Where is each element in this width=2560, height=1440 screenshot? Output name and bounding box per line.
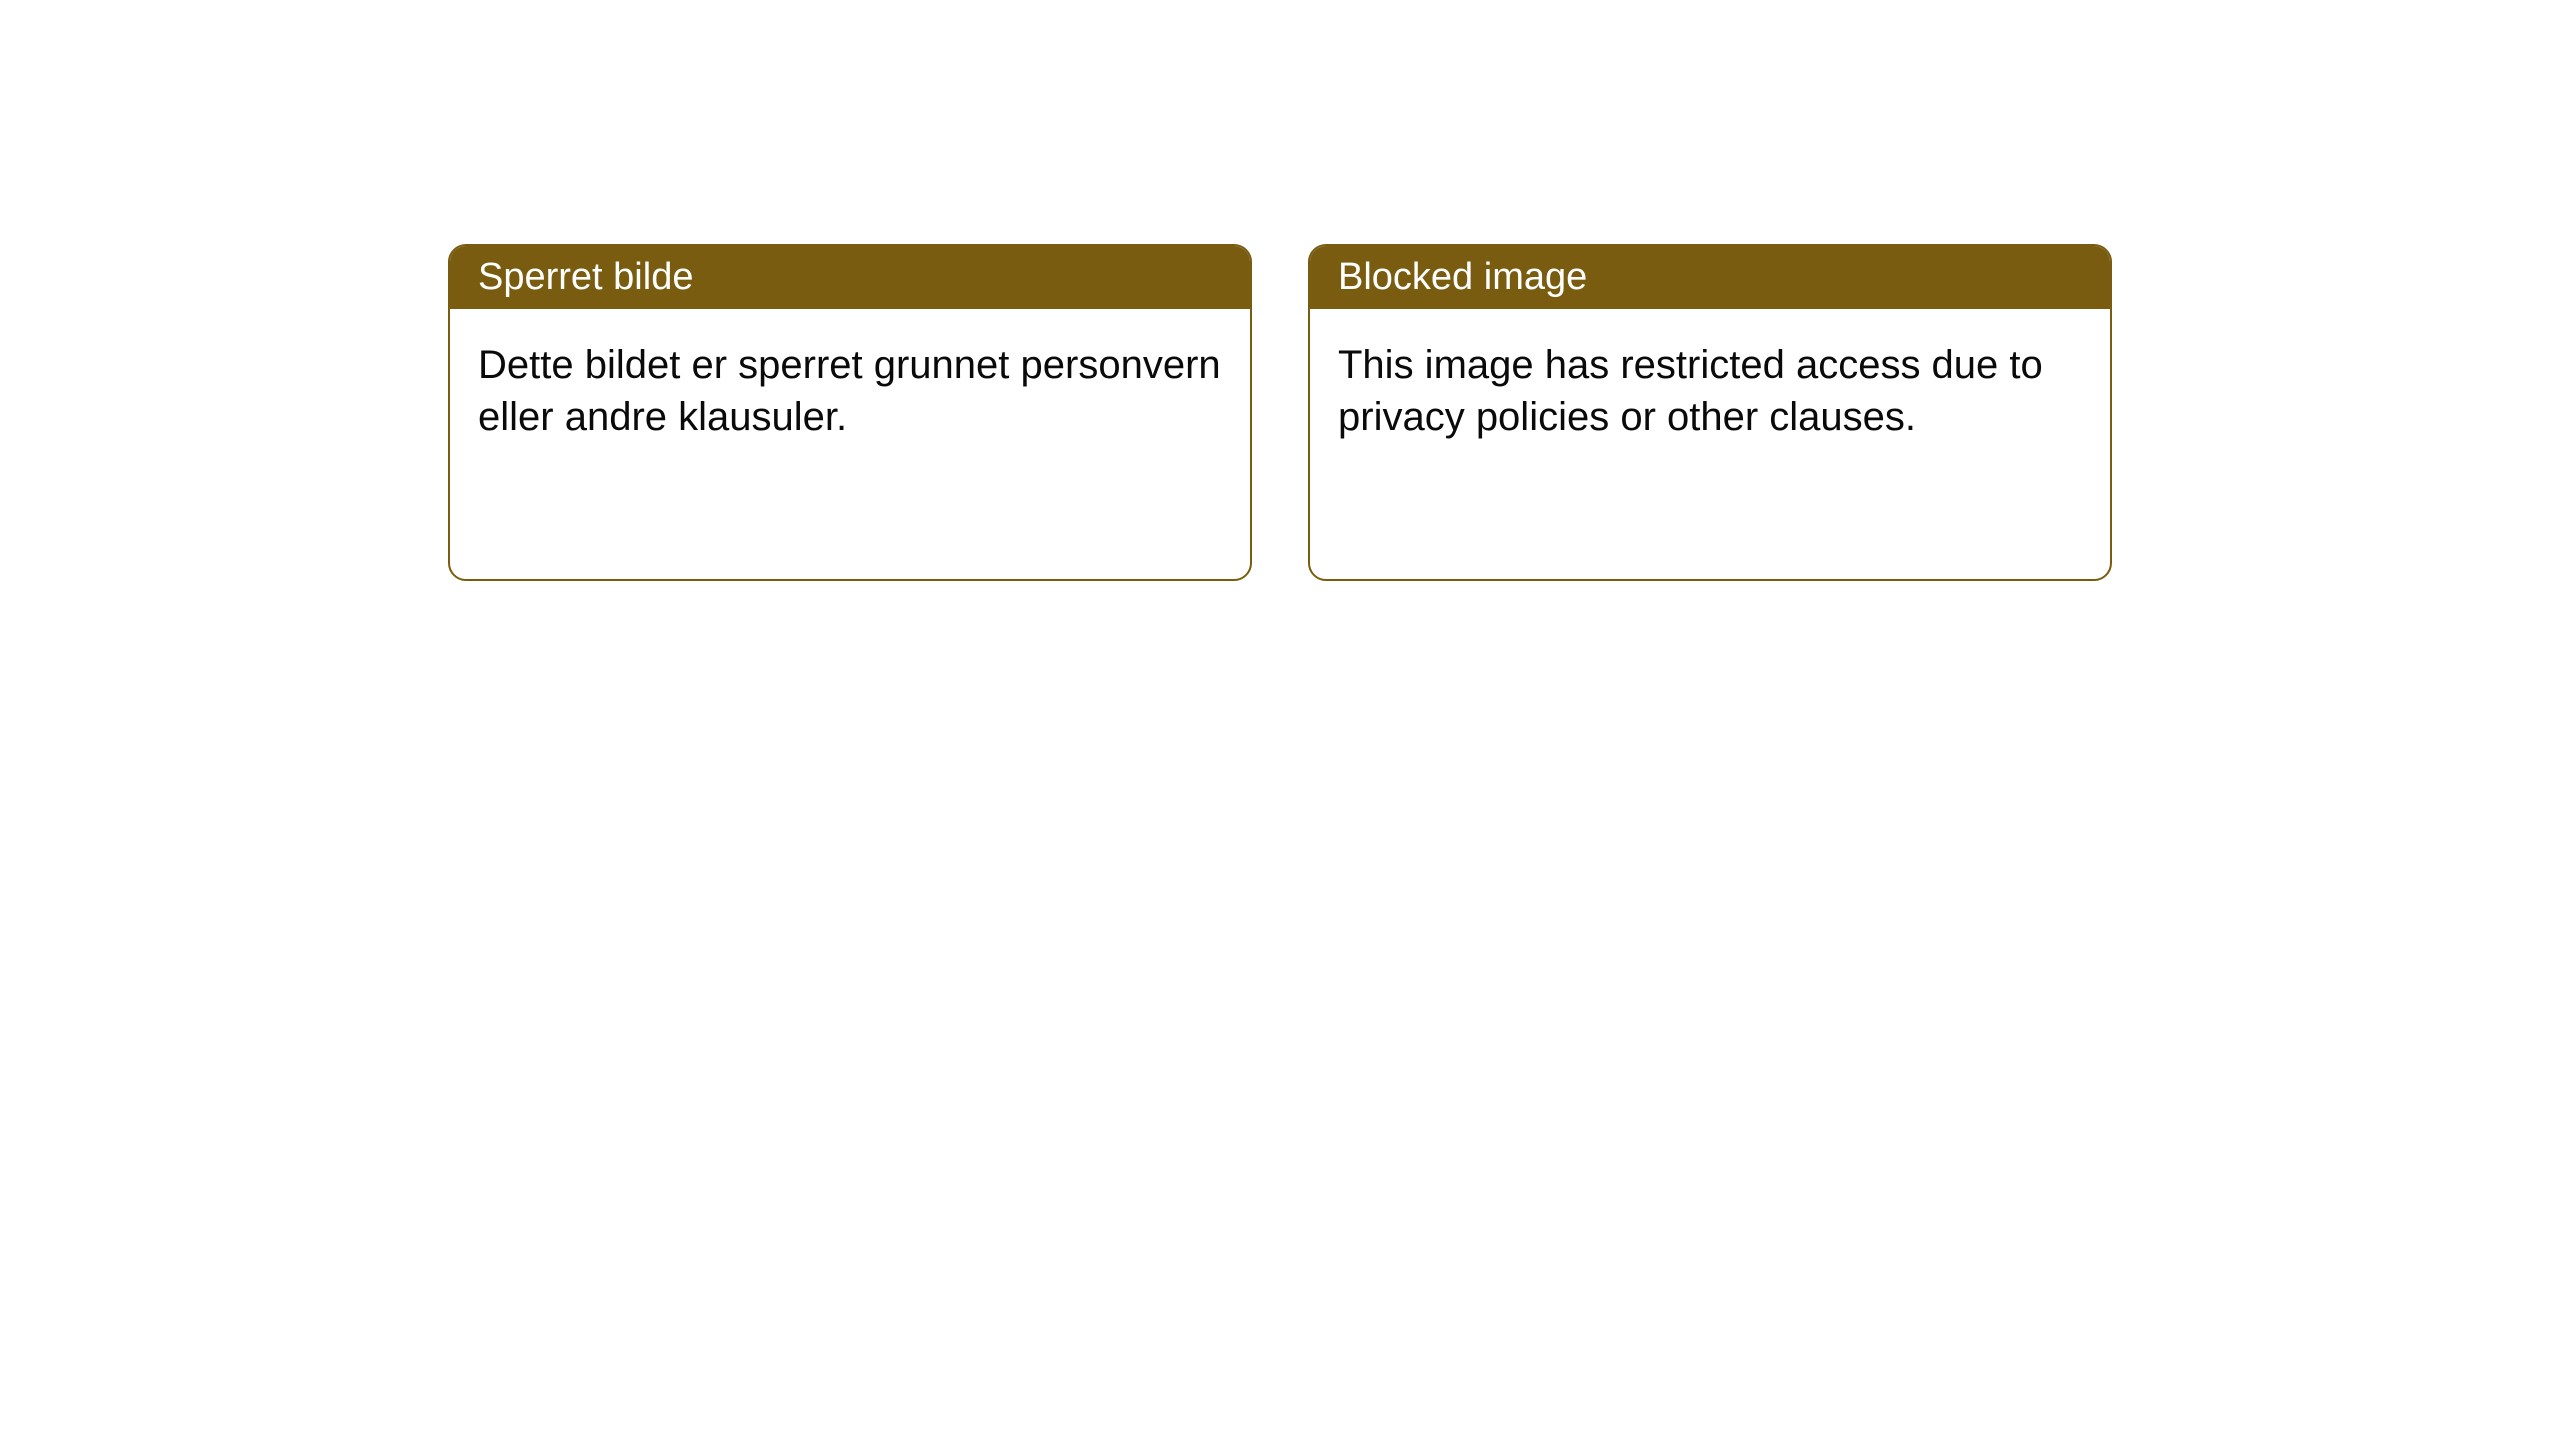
card-body-en: This image has restricted access due to …: [1310, 309, 2110, 579]
blocked-image-card-no: Sperret bilde Dette bildet er sperret gr…: [448, 244, 1252, 581]
card-title-no: Sperret bilde: [478, 256, 693, 298]
card-header-en: Blocked image: [1310, 246, 2110, 309]
card-message-no: Dette bildet er sperret grunnet personve…: [478, 343, 1221, 439]
card-header-no: Sperret bilde: [450, 246, 1250, 309]
card-body-no: Dette bildet er sperret grunnet personve…: [450, 309, 1250, 579]
card-message-en: This image has restricted access due to …: [1338, 343, 2043, 439]
notice-container: Sperret bilde Dette bildet er sperret gr…: [0, 0, 2560, 581]
blocked-image-card-en: Blocked image This image has restricted …: [1308, 244, 2112, 581]
card-title-en: Blocked image: [1338, 256, 1587, 298]
